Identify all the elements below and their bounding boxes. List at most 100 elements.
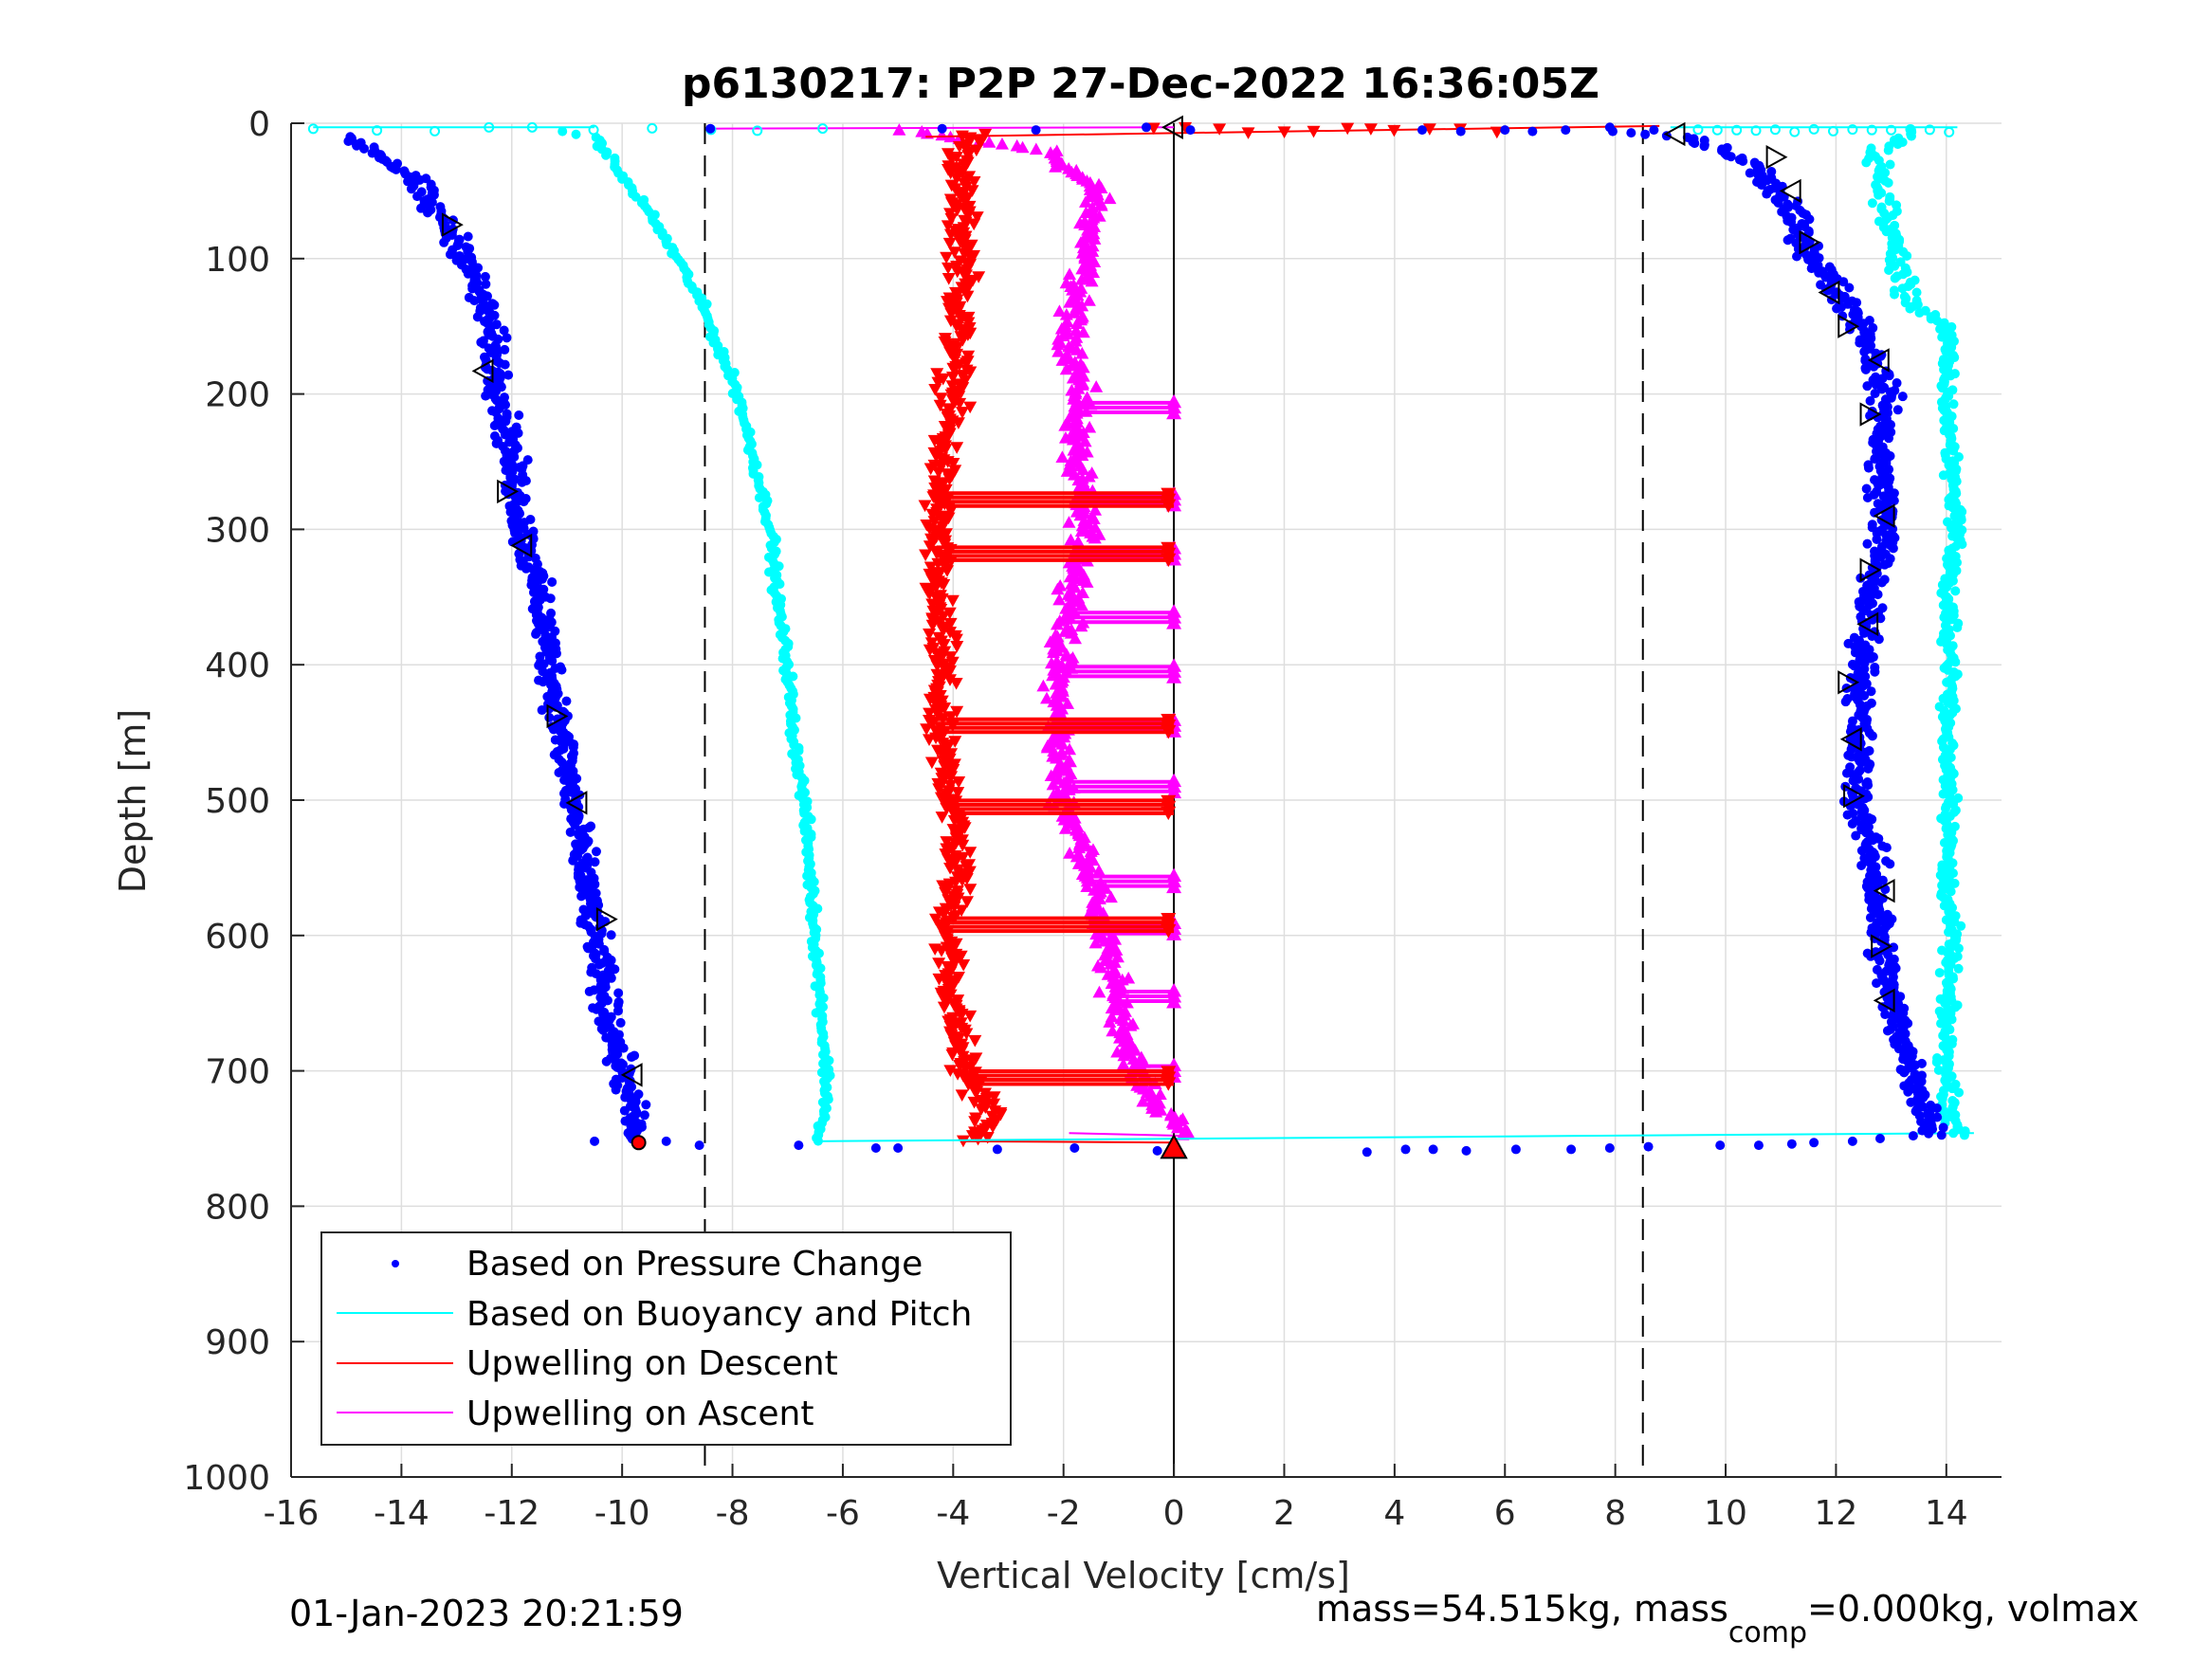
pressure-ascent-point bbox=[1863, 463, 1874, 473]
upwelling-ascent-marker bbox=[1072, 841, 1087, 854]
upwelling-ascent-marker bbox=[1092, 864, 1106, 877]
pressure-descent-point bbox=[641, 1100, 651, 1110]
buoyancy-surface-point bbox=[1692, 124, 1704, 136]
pressure-descent-point bbox=[547, 576, 558, 587]
upwelling-ascent-marker bbox=[1058, 431, 1072, 444]
pressure-descent-point bbox=[463, 268, 473, 279]
upwelling-ascent-marker bbox=[1153, 1087, 1167, 1101]
upwelling-descent-marker bbox=[955, 407, 969, 419]
upwelling-descent-marker bbox=[1341, 122, 1355, 136]
y-tick-label: 800 bbox=[205, 1188, 270, 1227]
upwelling-ascent-marker bbox=[1059, 308, 1073, 320]
pressure-bottom-point bbox=[1643, 1141, 1654, 1152]
upwelling-descent-marker bbox=[957, 959, 971, 972]
pressure-surface-point bbox=[1527, 126, 1538, 137]
pressure-descent-point bbox=[554, 768, 564, 778]
pressure-bottom-point bbox=[1753, 1140, 1764, 1151]
pressure-descent-point bbox=[502, 333, 512, 343]
upwelling-descent-marker bbox=[941, 220, 955, 232]
buoyancy-ascent-point bbox=[1905, 303, 1915, 314]
pressure-surface-point bbox=[1185, 125, 1196, 136]
upwelling-descent-marker bbox=[1161, 1077, 1177, 1091]
buoyancy-surface-point bbox=[1847, 124, 1858, 136]
pressure-ascent-point bbox=[1936, 1130, 1947, 1140]
upwelling-descent-marker bbox=[935, 811, 949, 824]
upwelling-descent-marker bbox=[941, 273, 956, 285]
upwelling-descent-marker bbox=[945, 594, 960, 608]
upwelling-descent-marker bbox=[923, 588, 937, 600]
pressure-ascent-point bbox=[1867, 731, 1877, 741]
legend-label-buoyancy: Based on Buoyancy and Pitch bbox=[466, 1295, 972, 1334]
upwelling-ascent-marker bbox=[1109, 1003, 1124, 1015]
pressure-surface-point bbox=[1417, 125, 1427, 136]
buoyancy-ascent-point bbox=[1931, 1057, 1942, 1067]
upwelling-descent-marker bbox=[928, 913, 942, 926]
pressure-descent-point bbox=[500, 359, 510, 370]
upwelling-descent-marker bbox=[1241, 127, 1255, 139]
pressure-ascent-point bbox=[1738, 155, 1748, 166]
upwelling-descent-surface-line bbox=[925, 124, 1660, 138]
upwelling-ascent-marker bbox=[1051, 345, 1066, 357]
buoyancy-surface-point bbox=[307, 123, 319, 135]
upwelling-descent-marker bbox=[941, 262, 956, 275]
pressure-bottom-point bbox=[1715, 1140, 1726, 1151]
upwelling-ascent-marker bbox=[1116, 1057, 1130, 1070]
upwelling-descent-marker bbox=[972, 271, 986, 283]
y-tick-label: 600 bbox=[205, 918, 270, 957]
legend-marker-pressure bbox=[392, 1260, 399, 1267]
pressure-descent-point bbox=[521, 563, 531, 574]
upwelling-descent-marker bbox=[933, 399, 947, 412]
buoyancy-ascent-point bbox=[1946, 886, 1956, 897]
pressure-ascent-point bbox=[1852, 298, 1862, 308]
pressure-ascent-point bbox=[1884, 433, 1894, 444]
pressure-ascent-point bbox=[1861, 483, 1872, 494]
upwelling-descent-marker bbox=[953, 397, 967, 410]
upwelling-ascent-marker bbox=[1058, 822, 1072, 834]
upwelling-descent-marker bbox=[944, 153, 959, 166]
upwelling-ascent-marker bbox=[1049, 160, 1063, 173]
upwelling-ascent-marker bbox=[1015, 140, 1030, 154]
buoyancy-surface-point bbox=[1731, 124, 1743, 136]
legend-label-upwelling-descent: Upwelling on Descent bbox=[466, 1344, 838, 1383]
pressure-surface-point bbox=[1500, 125, 1510, 136]
upwelling-descent-marker bbox=[956, 335, 970, 347]
upwelling-ascent-marker bbox=[1085, 274, 1099, 287]
y-tick-label: 900 bbox=[205, 1323, 270, 1362]
upwelling-ascent-marker bbox=[1080, 575, 1094, 588]
upwelling-ascent-marker bbox=[1074, 272, 1088, 285]
pressure-descent-point bbox=[576, 891, 587, 902]
upwelling-ascent-marker bbox=[1062, 516, 1076, 528]
x-tick-label: 8 bbox=[1604, 1494, 1626, 1533]
upwelling-ascent-marker bbox=[1076, 463, 1090, 476]
buoyancy-ascent-point bbox=[1883, 145, 1893, 155]
pressure-ascent-point bbox=[1837, 293, 1848, 303]
upwelling-ascent-marker bbox=[982, 136, 996, 148]
pressure-ascent-point bbox=[1872, 534, 1882, 544]
pressure-surface-point bbox=[1649, 125, 1659, 136]
upwelling-descent-marker bbox=[1161, 553, 1177, 568]
upwelling-descent-marker bbox=[931, 376, 945, 390]
upwelling-descent-marker bbox=[965, 1130, 979, 1142]
pressure-ascent-point bbox=[1661, 131, 1672, 141]
upwelling-ascent-marker bbox=[892, 123, 906, 136]
pressure-ascent-point bbox=[1786, 217, 1797, 228]
buoyancy-surface-point bbox=[588, 124, 599, 136]
pressure-ascent-point bbox=[1903, 1086, 1913, 1097]
upwelling-descent-marker bbox=[937, 908, 951, 921]
upwelling-ascent-marker bbox=[1040, 691, 1054, 704]
upwelling-ascent-marker bbox=[1052, 592, 1067, 606]
upwelling-ascent-marker bbox=[1069, 323, 1083, 337]
upwelling-descent-marker bbox=[953, 1059, 967, 1072]
upwelling-descent-marker bbox=[943, 543, 958, 556]
upwelling-descent-marker bbox=[919, 549, 933, 562]
x-tick-label: 14 bbox=[1925, 1494, 1968, 1533]
buoyancy-ascent-point bbox=[1884, 264, 1894, 275]
upwelling-descent-marker bbox=[952, 775, 966, 789]
upwelling-descent-marker bbox=[959, 269, 973, 282]
upwelling-descent-marker bbox=[963, 401, 978, 414]
pressure-ascent-point bbox=[1889, 496, 1899, 506]
pressure-bottom-point bbox=[1362, 1147, 1372, 1158]
pressure-ascent-point bbox=[1862, 381, 1873, 392]
upwelling-ascent-marker bbox=[1084, 397, 1098, 410]
pressure-descent-point bbox=[598, 1025, 609, 1035]
